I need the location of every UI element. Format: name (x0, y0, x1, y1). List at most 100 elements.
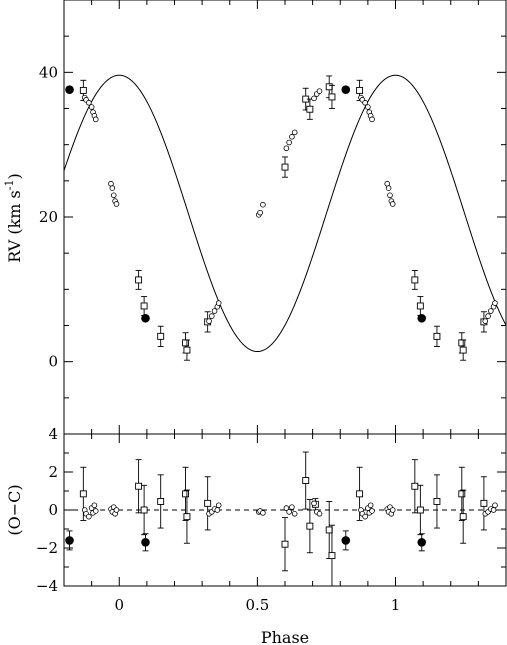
square-point (281, 163, 289, 171)
square-point (328, 552, 336, 560)
circle-point (362, 513, 368, 520)
y-tick-label: 20 (39, 208, 58, 226)
residual-y-axis-label: (O−C) (5, 484, 24, 535)
square-point (157, 498, 165, 505)
square-point (204, 499, 212, 507)
y-tick-label: −4 (36, 577, 58, 595)
rv-y-axis-label-main: RV (km s (5, 190, 24, 263)
y-tick-label: −2 (36, 539, 58, 557)
square-point (183, 346, 191, 354)
plot-area (64, 451, 506, 586)
circle-point (286, 139, 292, 146)
filled-point (341, 536, 351, 545)
x-axis-label: Phase (261, 628, 309, 645)
square-point (79, 86, 87, 94)
residual-panel: −4 −2 0 2 4 0 0.5 1 (36, 425, 507, 614)
filled-point (65, 85, 74, 94)
circle-point (490, 507, 497, 513)
square-point (79, 490, 87, 498)
circle-point (283, 145, 290, 152)
square-point (416, 506, 424, 514)
circle-point (215, 502, 222, 509)
square-point (302, 477, 310, 484)
square-point (459, 346, 467, 354)
x-tick-label: 1 (391, 596, 401, 614)
square-point (416, 302, 424, 310)
circle-point (86, 99, 92, 106)
circle-point (389, 201, 396, 207)
x-tick-label: 0.5 (245, 596, 269, 614)
square-point (182, 339, 190, 347)
square-point (458, 339, 466, 347)
circle-point (257, 209, 263, 216)
circle-point (311, 500, 317, 507)
circle-point (488, 308, 494, 314)
filled-point (417, 538, 427, 547)
circle-point (92, 508, 99, 514)
circle-point (291, 129, 298, 136)
circle-point (367, 502, 374, 509)
square-point (182, 490, 190, 498)
square-point (135, 276, 143, 284)
circle-point (482, 318, 489, 324)
circle-point (387, 192, 393, 199)
fit-curve (64, 74, 506, 353)
circle-point (385, 185, 392, 191)
square-point (480, 499, 488, 507)
square-point (458, 490, 466, 498)
square-point (281, 540, 289, 548)
circle-point (211, 308, 218, 314)
filled-point (141, 538, 150, 547)
circle-point (389, 507, 396, 513)
circle-point (283, 505, 290, 511)
circle-point (485, 313, 491, 319)
circle-point (362, 99, 368, 106)
filled-point (141, 313, 150, 323)
filled-point (65, 536, 74, 545)
circle-point (492, 300, 498, 306)
square-point (433, 498, 441, 505)
rv-y-axis-label-close: ) (5, 173, 24, 179)
circle-point (208, 313, 215, 319)
square-point (183, 513, 191, 521)
circle-point (289, 504, 295, 510)
circle-point (286, 509, 292, 515)
circle-point (260, 510, 266, 516)
square-point (157, 332, 165, 340)
circle-point (289, 133, 295, 140)
square-point (306, 105, 314, 113)
square-point (325, 83, 333, 91)
y-tick-label: 0 (48, 353, 58, 371)
circle-point (316, 510, 323, 517)
plot-area (64, 74, 506, 361)
square-point (356, 490, 364, 498)
circle-point (260, 201, 266, 208)
circle-point (215, 300, 222, 306)
circle-point (369, 116, 375, 123)
circle-point (86, 513, 92, 520)
rv-y-axis-label-sup: -1 (3, 180, 16, 191)
circle-point (365, 104, 371, 110)
circle-point (316, 88, 323, 94)
square-point (328, 93, 336, 101)
circle-point (214, 507, 221, 513)
square-point (306, 522, 314, 530)
circle-point (291, 510, 298, 517)
square-point (433, 332, 441, 340)
square-point (135, 482, 143, 490)
x-tick-label: 0 (114, 596, 124, 614)
square-point (140, 506, 148, 514)
square-point (325, 526, 333, 534)
y-tick-label: 40 (39, 63, 58, 81)
y-tick-label: 4 (48, 425, 58, 443)
square-point (459, 513, 467, 521)
rv-y-axis-label: RV (km s-1) (3, 173, 24, 263)
y-tick-label: 2 (48, 463, 58, 481)
square-point (140, 302, 148, 310)
circle-point (206, 318, 212, 324)
filled-point (417, 313, 427, 323)
circle-point (369, 508, 375, 514)
rv-panel: 0 20 40 (39, 0, 507, 435)
square-point (411, 276, 419, 284)
